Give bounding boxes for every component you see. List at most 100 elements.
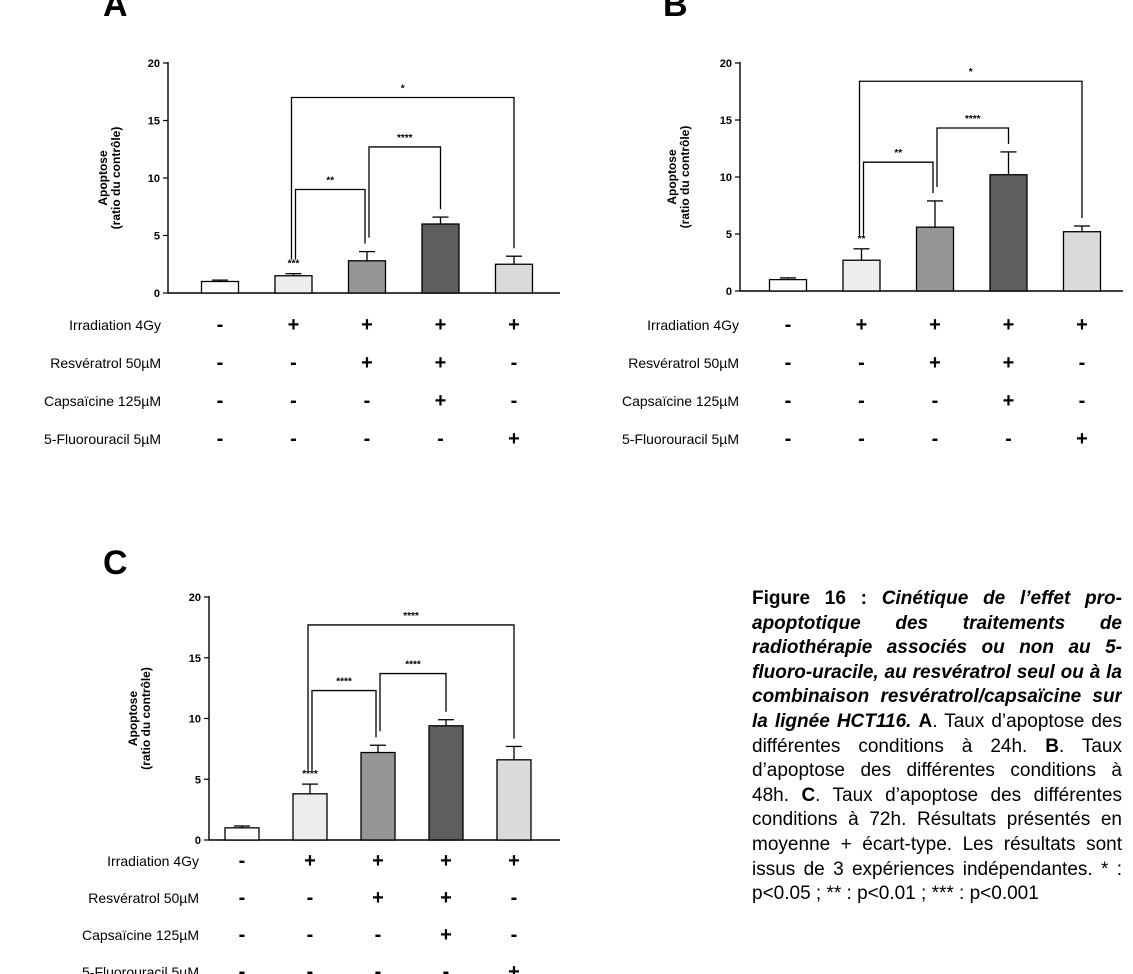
bar bbox=[360, 751, 396, 841]
y-tick-label: 10 bbox=[189, 714, 201, 726]
condition-sign: + bbox=[1003, 352, 1015, 374]
bar bbox=[428, 725, 464, 841]
condition-sign: + bbox=[435, 390, 447, 412]
condition-sign: - bbox=[858, 428, 865, 450]
comparison-label: **** bbox=[397, 133, 413, 144]
caption-c-letter: C bbox=[801, 784, 816, 806]
condition-sign: - bbox=[443, 961, 450, 974]
condition-sign: + bbox=[440, 850, 452, 872]
comparison-label: * bbox=[401, 84, 405, 95]
condition-sign: - bbox=[858, 390, 865, 412]
condition-sign: + bbox=[508, 428, 520, 450]
chart-c: 0 5 10 15 20 Apoptose (ratio du contrôle) **** *… bbox=[82, 592, 560, 974]
comparison-label: ** bbox=[326, 176, 334, 187]
condition-label: 5-Fluorouracil 5µM bbox=[622, 431, 739, 447]
condition-sign: + bbox=[1003, 314, 1015, 336]
condition-sign: - bbox=[785, 390, 792, 412]
bar bbox=[292, 793, 328, 841]
y-axis-label: Apoptose bbox=[96, 150, 110, 206]
y-tick-label: 0 bbox=[726, 286, 732, 298]
comparison-label: ** bbox=[894, 148, 902, 159]
condition-label: Capsaïcine 125µM bbox=[82, 927, 199, 943]
bar bbox=[274, 275, 313, 294]
y-tick-label: 20 bbox=[148, 58, 160, 70]
comparison-bracket bbox=[290, 96, 515, 260]
condition-sign: + bbox=[304, 850, 316, 872]
condition-sign: - bbox=[364, 428, 371, 450]
caption-b-letter: B bbox=[1045, 735, 1059, 757]
condition-sign: + bbox=[929, 352, 941, 374]
condition-sign: - bbox=[932, 428, 939, 450]
figure-caption: Figure 16 : Cinétique de l’effet pro-apo… bbox=[752, 587, 1122, 974]
condition-sign: - bbox=[375, 924, 382, 946]
condition-sign: - bbox=[307, 961, 314, 974]
comparison-label: **** bbox=[405, 660, 421, 671]
panel-a: A 0 5 10 15 20 Apoptose (ratio du contrôle) ***… bbox=[0, 0, 560, 490]
comparison-bracket bbox=[858, 80, 1083, 235]
y-tick-label: 5 bbox=[195, 774, 201, 786]
bar bbox=[494, 263, 534, 294]
condition-sign: - bbox=[217, 428, 224, 450]
y-tick-label: 20 bbox=[189, 592, 201, 604]
condition-sign: - bbox=[785, 314, 792, 336]
condition-sign: - bbox=[217, 390, 224, 412]
condition-sign: - bbox=[290, 352, 297, 374]
panel-letter-a: A bbox=[103, 0, 128, 24]
condition-label: Resvératrol 50µM bbox=[88, 890, 199, 906]
condition-sign: - bbox=[239, 850, 246, 872]
condition-sign: + bbox=[288, 314, 300, 336]
bar bbox=[496, 759, 532, 841]
y-tick-label: 15 bbox=[189, 653, 201, 665]
condition-sign: + bbox=[508, 850, 520, 872]
y-tick-label: 10 bbox=[148, 173, 160, 185]
condition-sign: - bbox=[375, 961, 382, 974]
condition-sign: + bbox=[856, 314, 868, 336]
bar bbox=[842, 259, 881, 292]
bar bbox=[200, 280, 240, 294]
panel-b: B 0 5 10 15 20 Apoptose (ratio du contrôle) ** *… bbox=[566, 0, 1126, 490]
y-tick-label: 15 bbox=[148, 116, 160, 128]
comparison-label: **** bbox=[403, 611, 419, 622]
y-axis-label-sub: (ratio du contrôle) bbox=[678, 126, 692, 229]
bar-significance-label: **** bbox=[302, 769, 318, 780]
comparison-bracket bbox=[294, 188, 366, 260]
panel-letter-c: C bbox=[103, 544, 128, 582]
comparison-label: **** bbox=[965, 114, 981, 125]
condition-sign: - bbox=[1079, 390, 1086, 412]
condition-sign: + bbox=[361, 352, 373, 374]
condition-sign: - bbox=[239, 961, 246, 974]
comparison-bracket bbox=[936, 127, 1010, 187]
condition-label: Capsaïcine 125µM bbox=[44, 393, 161, 409]
caption-b-text: . Taux d’apoptose des différentes condit… bbox=[752, 735, 1122, 806]
condition-sign: - bbox=[217, 352, 224, 374]
condition-sign: - bbox=[785, 352, 792, 374]
condition-sign: - bbox=[239, 887, 246, 909]
bar bbox=[421, 223, 460, 294]
condition-sign: - bbox=[290, 390, 297, 412]
condition-label: Resvératrol 50µM bbox=[50, 355, 161, 371]
comparison-bracket bbox=[307, 624, 515, 771]
bar bbox=[768, 278, 808, 292]
condition-sign: - bbox=[307, 924, 314, 946]
condition-label: Irradiation 4Gy bbox=[69, 317, 161, 333]
bar bbox=[1062, 231, 1102, 292]
condition-sign: - bbox=[307, 887, 314, 909]
panel-letter-b: B bbox=[663, 0, 688, 24]
y-tick-label: 5 bbox=[154, 231, 160, 243]
condition-sign: - bbox=[511, 390, 518, 412]
condition-sign: + bbox=[435, 352, 447, 374]
condition-label: 5-Fluorouracil 5µM bbox=[44, 431, 161, 447]
comparison-label: **** bbox=[336, 677, 352, 688]
condition-sign: + bbox=[372, 850, 384, 872]
condition-sign: + bbox=[435, 314, 447, 336]
caption-a-text: . Taux d’apoptose des différentes condit… bbox=[752, 710, 1122, 757]
caption-label: Figure 16 : bbox=[752, 588, 868, 609]
condition-sign: - bbox=[217, 314, 224, 336]
bar-significance-label: *** bbox=[288, 259, 300, 270]
condition-sign: - bbox=[437, 428, 444, 450]
condition-sign: - bbox=[239, 924, 246, 946]
condition-label: 5-Fluorouracil 5µM bbox=[82, 964, 199, 974]
bar bbox=[989, 174, 1028, 292]
bar-significance-label: ** bbox=[858, 234, 866, 245]
condition-label: Capsaïcine 125µM bbox=[622, 393, 739, 409]
